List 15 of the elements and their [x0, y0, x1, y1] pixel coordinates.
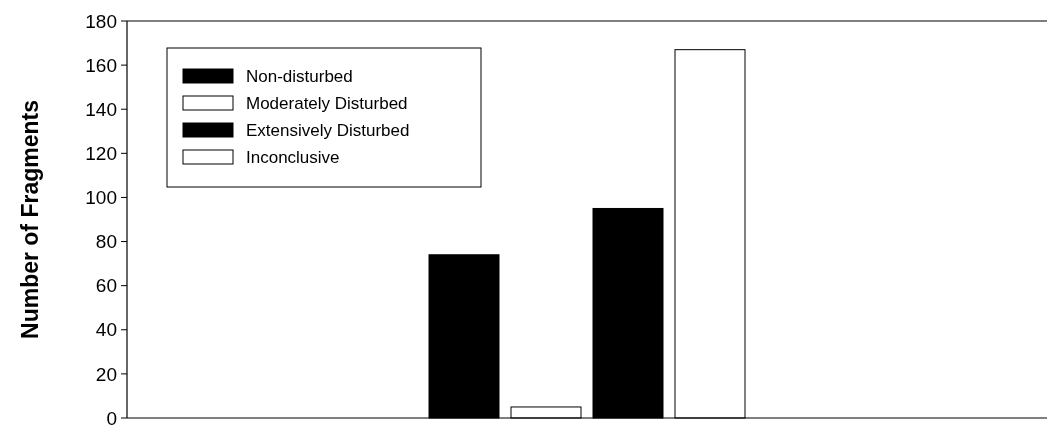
legend-label: Moderately Disturbed	[246, 93, 408, 113]
y-tick-label: 40	[95, 319, 117, 341]
legend-label: Non-disturbed	[246, 66, 353, 86]
y-tick-label: 160	[85, 54, 117, 76]
y-tick-label: 180	[85, 10, 117, 32]
y-tick-label: 100	[85, 187, 117, 209]
y-tick-label: 120	[85, 142, 117, 164]
legend-label: Inconclusive	[246, 147, 340, 167]
y-tick-label: 20	[95, 363, 117, 385]
y-tick-label: 0	[106, 407, 117, 429]
y-axis-title: Number of Fragments	[17, 100, 43, 339]
y-tick-label: 60	[95, 275, 117, 297]
y-tick-label: 80	[95, 231, 117, 253]
y-tick-label: 140	[85, 98, 117, 120]
legend-label: Extensively Disturbed	[246, 120, 410, 140]
